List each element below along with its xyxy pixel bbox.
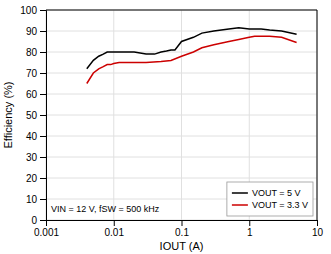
- x-axis: 0.001 0.01 0.1 1 10: [34, 220, 324, 238]
- y-tick-label: 20: [26, 173, 38, 184]
- y-grid-line: [46, 115, 317, 116]
- plot: 0.0010.010.11100102030405060708090100VIN…: [20, 5, 323, 238]
- y-axis-line: [40, 11, 47, 221]
- frame-top: [46, 10, 317, 11]
- lines: [87, 28, 297, 84]
- x-tick-mark: [317, 220, 318, 226]
- x-tick: 0.01: [105, 220, 125, 238]
- x-axis-line: [47, 221, 318, 227]
- y-tick-label: 60: [26, 89, 38, 100]
- x-tick-label: 0.001: [34, 227, 59, 238]
- y-tick: 100: [20, 5, 46, 16]
- y-grid-line: [46, 10, 317, 11]
- y-tick: 70: [26, 68, 46, 79]
- y-tick-mark: [40, 10, 46, 11]
- y-tick-mark: [40, 94, 46, 95]
- y-tick-label: 30: [26, 152, 38, 163]
- x-tick: 1: [247, 220, 253, 238]
- legend-swatch: [232, 204, 248, 206]
- legend-box: [227, 182, 313, 216]
- y-tick: 0: [31, 215, 46, 226]
- y-tick-mark: [40, 220, 46, 221]
- y-tick-label: 40: [26, 131, 38, 142]
- x-tick: 0.001: [34, 220, 59, 238]
- x-tick-label: 10: [312, 227, 324, 238]
- x-tick-mark: [249, 220, 250, 226]
- y-tick-mark: [40, 73, 46, 74]
- legend-label: VOUT = 5 V: [252, 188, 301, 198]
- x-tick: 0.1: [175, 220, 189, 238]
- annotation: VIN = 12 V, fSW = 500 kHz: [51, 204, 160, 214]
- y-tick: 40: [26, 131, 46, 142]
- x-tick-label: 0.01: [105, 227, 125, 238]
- chart: 0.0010.010.11100102030405060708090100VIN…: [0, 0, 331, 254]
- y-tick: 20: [26, 173, 46, 184]
- y-tick-mark: [40, 199, 46, 200]
- y-tick-label: 90: [26, 26, 38, 37]
- y-grid-line: [46, 52, 317, 53]
- x-tick-label: 0.1: [175, 227, 189, 238]
- y-grid-line: [46, 94, 317, 95]
- x-grid-line: [317, 10, 318, 220]
- y-axis: 0 10 20 30 40 50 60 70 80 90 100: [20, 5, 46, 226]
- y-tick-mark: [40, 157, 46, 158]
- y-grid-line: [46, 73, 317, 74]
- y-tick: 10: [26, 194, 46, 205]
- y-tick-mark: [40, 31, 46, 32]
- x-tick-label: 1: [247, 227, 253, 238]
- x-tick-mark: [182, 220, 183, 226]
- frame-right: [317, 10, 318, 220]
- y-tick-mark: [40, 136, 46, 137]
- y-tick: 30: [26, 152, 46, 163]
- x-tick: 10: [312, 220, 324, 238]
- y-tick-label: 70: [26, 68, 38, 79]
- x-axis-title: IOUT (A): [160, 240, 204, 252]
- y-grid-line: [46, 178, 317, 179]
- y-tick: 90: [26, 26, 46, 37]
- y-grid-line: [46, 157, 317, 158]
- legend-item: VOUT = 3.3 V: [232, 200, 308, 210]
- y-tick-mark: [40, 52, 46, 53]
- y-grid-line: [46, 136, 317, 137]
- y-tick-label: 50: [26, 110, 38, 121]
- y-tick-mark: [40, 115, 46, 116]
- y-tick-label: 0: [31, 215, 37, 226]
- y-tick-label: 80: [26, 47, 38, 58]
- y-tick: 80: [26, 47, 46, 58]
- x-tick-mark: [114, 220, 115, 226]
- series-line: [87, 36, 297, 83]
- y-axis-title: Efficiency (%): [2, 81, 14, 148]
- y-tick-label: 10: [26, 194, 38, 205]
- y-tick: 60: [26, 89, 46, 100]
- y-tick: 50: [26, 110, 46, 121]
- legend-label: VOUT = 3.3 V: [252, 200, 308, 210]
- legend-item: VOUT = 5 V: [232, 188, 301, 198]
- legend: VOUT = 5 V VOUT = 3.3 V: [227, 182, 313, 216]
- y-tick-mark: [40, 178, 46, 179]
- legend-swatch: [232, 192, 248, 194]
- grid: [46, 10, 317, 220]
- y-tick-label: 100: [20, 5, 37, 16]
